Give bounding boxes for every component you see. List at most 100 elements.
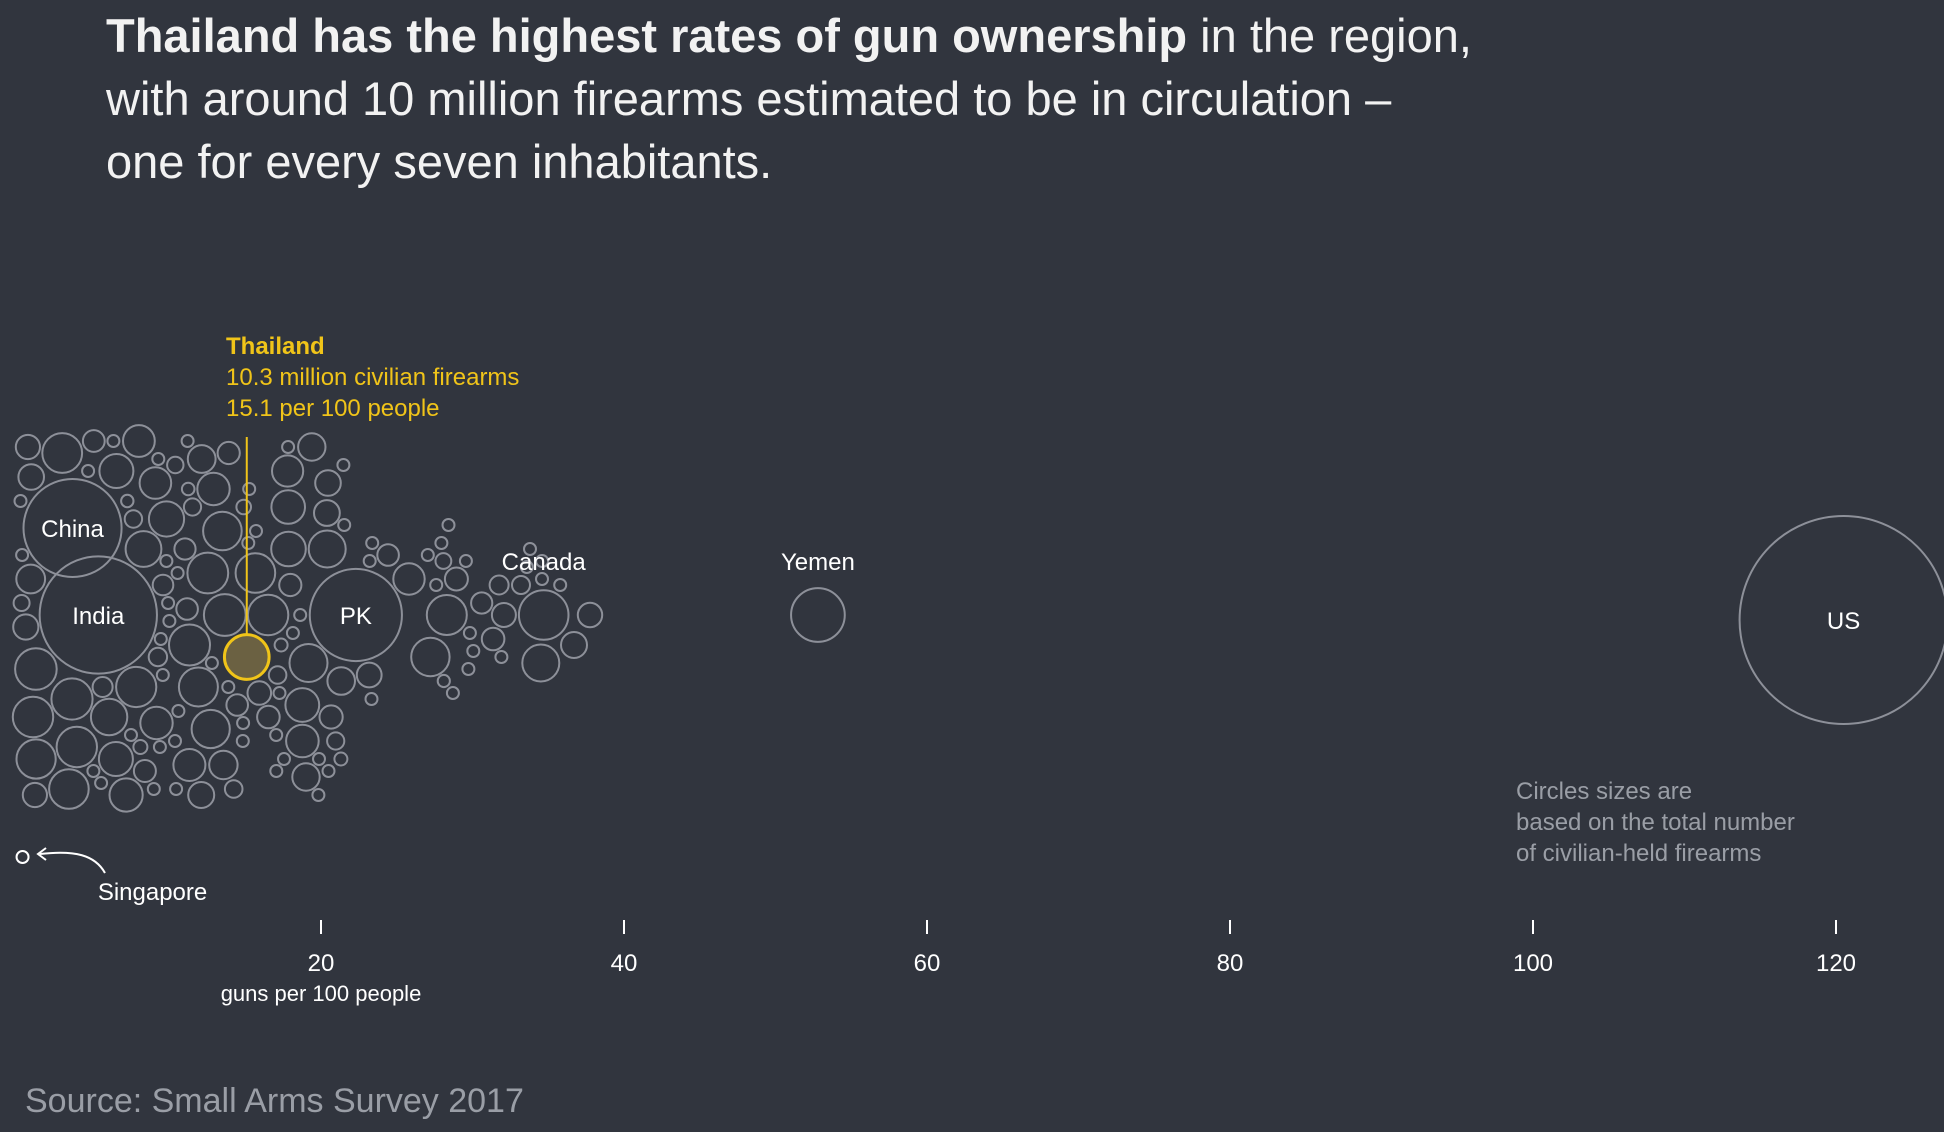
bubble <box>273 637 289 653</box>
bubble <box>249 524 263 538</box>
x-axis-label: guns per 100 people <box>221 981 422 1006</box>
bubble <box>355 661 383 689</box>
size-note-line: Circles sizes are <box>1516 778 1692 805</box>
headline-rest: in the region, <box>1187 9 1472 62</box>
thailand-label: Thailand <box>226 333 325 360</box>
bubble <box>121 424 156 458</box>
bubble <box>236 716 251 730</box>
tick-label-100: 100 <box>1513 950 1553 977</box>
bubble <box>425 594 468 636</box>
thailand-firearms: 10.3 million civilian firearms <box>226 364 519 391</box>
bubble <box>180 434 195 448</box>
bubble <box>14 647 58 691</box>
bubble <box>15 563 47 595</box>
bubble <box>333 751 349 767</box>
bubble <box>278 572 303 598</box>
bubble <box>138 466 173 500</box>
bubble <box>151 452 166 466</box>
bubble <box>519 560 534 574</box>
bubble <box>441 518 456 532</box>
bubble <box>293 608 308 622</box>
size-note-line: based on the total number <box>1516 809 1795 836</box>
headline-line2: with around 10 million firearms estimate… <box>106 72 1392 125</box>
bubble <box>169 782 184 796</box>
label-pk: PK <box>340 603 372 630</box>
bubble <box>41 432 84 474</box>
bubble <box>55 725 99 769</box>
bubble <box>271 454 305 488</box>
bubble <box>480 626 506 652</box>
bubble <box>115 665 158 709</box>
bubble <box>81 429 106 453</box>
bubble <box>161 596 176 610</box>
bubble <box>443 566 469 592</box>
bubble <box>166 455 185 475</box>
bubble <box>270 489 307 525</box>
bubble <box>155 668 170 682</box>
tick-label-20: 20 <box>308 950 335 977</box>
bubble <box>204 656 219 670</box>
labeled-bubbles: US Yemen Canada PK India China Singapore <box>15 477 1944 906</box>
bubble <box>172 748 207 782</box>
bubble-canada <box>517 589 570 641</box>
bubble <box>159 554 174 568</box>
bubble <box>81 464 96 478</box>
bubble <box>321 764 336 778</box>
bubble <box>108 777 144 813</box>
bubble <box>269 728 284 742</box>
x-axis: 20 40 60 80 100 120 guns per 100 people <box>221 920 1856 1006</box>
bubble <box>270 530 307 568</box>
bubble-china <box>22 477 123 579</box>
bubble <box>123 509 144 529</box>
bubble <box>12 613 40 641</box>
headline-bold: Thailand has the highest rates of gun ow… <box>106 9 1188 62</box>
label-china: China <box>41 516 104 543</box>
bubble <box>187 781 216 809</box>
bubble <box>267 665 288 685</box>
bubble <box>256 704 281 730</box>
bubble-yemen <box>790 587 846 643</box>
bubble <box>458 554 473 568</box>
bubble <box>48 768 90 810</box>
bubble <box>365 536 380 550</box>
tick-label-60: 60 <box>914 950 941 977</box>
bubble <box>488 574 510 596</box>
bubble-singapore <box>15 850 30 864</box>
bubble <box>132 739 149 755</box>
bubble <box>337 518 352 532</box>
bubble <box>241 536 256 550</box>
bubble <box>15 738 57 780</box>
bubble-thailand <box>222 633 271 681</box>
bubble <box>175 597 199 621</box>
bubble <box>235 498 252 516</box>
bubble <box>285 626 300 640</box>
bubble <box>429 578 444 592</box>
bubble <box>318 704 344 730</box>
bubble <box>246 680 273 706</box>
bubble <box>147 646 169 668</box>
bubble <box>202 510 243 552</box>
bubble <box>307 529 347 569</box>
bubble <box>436 673 451 689</box>
bubble <box>284 687 321 723</box>
bubble <box>91 676 114 698</box>
bubble <box>535 554 550 568</box>
bubble <box>235 734 250 748</box>
bubble <box>311 788 326 802</box>
bubble <box>202 593 247 637</box>
bubble <box>196 471 231 507</box>
bubble <box>97 741 134 777</box>
bubble <box>13 494 28 508</box>
bubble <box>313 499 341 527</box>
bubble <box>225 693 249 717</box>
label-india: India <box>72 603 125 630</box>
bubble <box>281 440 296 454</box>
bubble <box>216 440 241 466</box>
bubble <box>186 444 217 474</box>
bubble <box>98 453 135 489</box>
label-singapore: Singapore <box>98 879 207 906</box>
bubble-us <box>1738 515 1944 725</box>
bubble <box>242 482 257 496</box>
bubble <box>511 575 531 595</box>
